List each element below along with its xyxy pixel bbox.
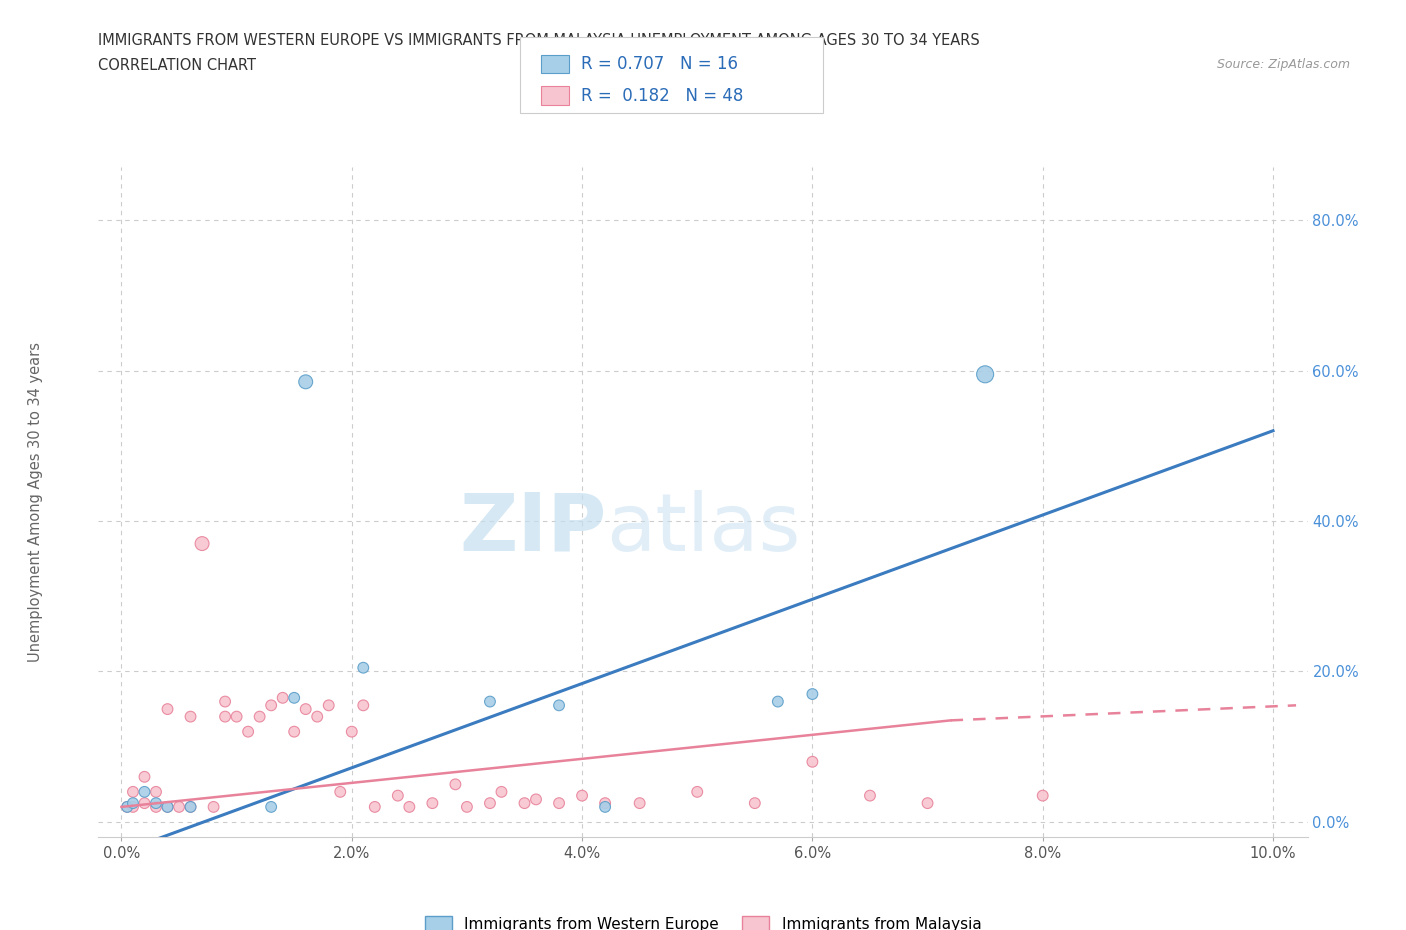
- Point: [548, 796, 571, 811]
- Point: [145, 784, 167, 799]
- Point: [329, 784, 352, 799]
- Point: [249, 710, 271, 724]
- Point: [766, 694, 789, 709]
- Point: [456, 800, 478, 815]
- Point: [271, 690, 294, 705]
- Point: [115, 800, 138, 815]
- Point: [513, 796, 536, 811]
- Point: [156, 800, 179, 815]
- Point: [167, 800, 190, 815]
- Point: [478, 796, 501, 811]
- Point: [593, 796, 616, 811]
- Point: [134, 769, 156, 784]
- Point: [294, 701, 316, 716]
- Point: [156, 701, 179, 716]
- Point: [628, 796, 651, 811]
- Point: [364, 800, 387, 815]
- Point: [801, 686, 824, 701]
- Text: Source: ZipAtlas.com: Source: ZipAtlas.com: [1216, 58, 1350, 71]
- Point: [491, 784, 513, 799]
- Point: [974, 366, 997, 381]
- Point: [801, 754, 824, 769]
- Point: [283, 724, 305, 739]
- Point: [548, 698, 571, 712]
- Point: [1032, 789, 1054, 804]
- Point: [352, 660, 374, 675]
- Point: [214, 710, 236, 724]
- Point: [214, 694, 236, 709]
- Text: IMMIGRANTS FROM WESTERN EUROPE VS IMMIGRANTS FROM MALAYSIA UNEMPLOYMENT AMONG AG: IMMIGRANTS FROM WESTERN EUROPE VS IMMIGR…: [98, 33, 980, 47]
- Point: [283, 690, 305, 705]
- Point: [422, 796, 444, 811]
- Text: ZIP: ZIP: [458, 490, 606, 568]
- Point: [191, 536, 214, 551]
- Point: [571, 789, 593, 804]
- Text: CORRELATION CHART: CORRELATION CHART: [98, 58, 256, 73]
- Point: [225, 710, 247, 724]
- Point: [387, 789, 409, 804]
- Point: [156, 800, 179, 815]
- Y-axis label: Unemployment Among Ages 30 to 34 years: Unemployment Among Ages 30 to 34 years: [28, 342, 42, 662]
- Point: [686, 784, 709, 799]
- Point: [180, 800, 202, 815]
- Point: [478, 694, 501, 709]
- Point: [145, 800, 167, 815]
- Point: [260, 800, 283, 815]
- Point: [134, 796, 156, 811]
- Point: [524, 792, 547, 807]
- Point: [115, 800, 138, 815]
- Point: [122, 800, 145, 815]
- Point: [307, 710, 329, 724]
- Point: [202, 800, 225, 815]
- Point: [859, 789, 882, 804]
- Point: [352, 698, 374, 712]
- Point: [122, 796, 145, 811]
- Point: [444, 777, 467, 791]
- Point: [294, 375, 316, 390]
- Point: [180, 800, 202, 815]
- Point: [180, 710, 202, 724]
- Text: R = 0.707   N = 16: R = 0.707 N = 16: [581, 55, 738, 73]
- Point: [122, 784, 145, 799]
- Point: [593, 800, 616, 815]
- Legend: Immigrants from Western Europe, Immigrants from Malaysia: Immigrants from Western Europe, Immigran…: [418, 909, 988, 930]
- Point: [318, 698, 340, 712]
- Point: [744, 796, 766, 811]
- Point: [340, 724, 363, 739]
- Point: [134, 784, 156, 799]
- Point: [260, 698, 283, 712]
- Point: [917, 796, 939, 811]
- Point: [398, 800, 420, 815]
- Text: atlas: atlas: [606, 490, 800, 568]
- Point: [145, 796, 167, 811]
- Text: R =  0.182   N = 48: R = 0.182 N = 48: [581, 86, 742, 105]
- Point: [236, 724, 259, 739]
